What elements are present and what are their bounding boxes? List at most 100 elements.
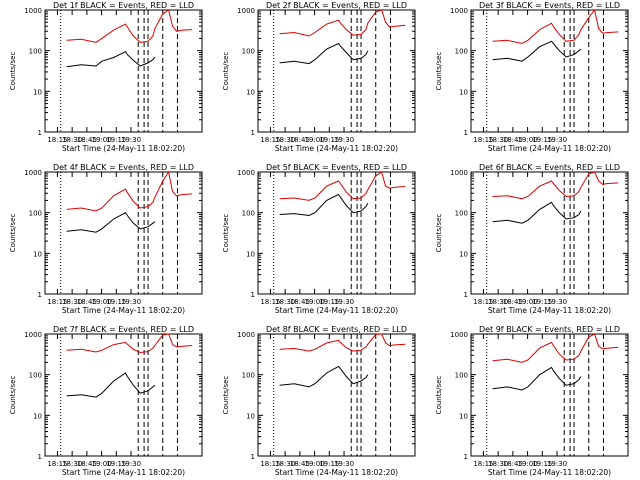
y-tick-label: 1 (38, 291, 42, 299)
plot-frame (257, 9, 416, 133)
x-tick-label: 18:30 (275, 460, 295, 468)
x-tick-label: 19:15 (106, 136, 126, 144)
x-axis-label: Start Time (24-May-11 18:02:20) (488, 306, 611, 315)
y-tick-label: 100 (455, 372, 468, 380)
x-tick-label: 19:00 (304, 136, 324, 144)
y-tick-label: 100 (29, 372, 42, 380)
y-tick-label: 1000 (237, 7, 255, 15)
x-tick-label: 18:45 (77, 136, 97, 144)
panel-title: Det 9f BLACK = Events, RED = LLD (479, 325, 620, 334)
y-tick-label: 10 (459, 88, 468, 96)
y-axis-label: Counts/sec (222, 214, 230, 253)
plot-frame (470, 333, 629, 457)
events-series-line (279, 193, 369, 217)
events-series-line (279, 365, 369, 388)
x-tick-label: 19:00 (517, 298, 537, 306)
y-tick-label: 1 (464, 453, 468, 461)
x-tick-label: 19:00 (91, 460, 111, 468)
y-tick-label: 100 (242, 210, 255, 218)
y-tick-label: 10 (246, 88, 255, 96)
x-axis-label: Start Time (24-May-11 18:02:20) (62, 468, 185, 477)
events-series-line (492, 201, 582, 224)
x-tick-label: 19:15 (106, 298, 126, 306)
y-tick-label: 1000 (24, 7, 42, 15)
x-axis-label: Start Time (24-May-11 18:02:20) (62, 306, 185, 315)
x-tick-label: 18:15 (47, 136, 67, 144)
x-tick-label: 18:45 (290, 136, 310, 144)
y-tick-label: 100 (29, 48, 42, 56)
events-series-line (492, 40, 582, 62)
lld-series-line (492, 171, 619, 200)
y-axis-label: Counts/sec (9, 376, 17, 415)
x-tick-label: 19:30 (334, 298, 354, 306)
y-axis-label: Counts/sec (9, 52, 17, 91)
y-tick-label: 1 (464, 291, 468, 299)
x-tick-label: 18:15 (473, 460, 493, 468)
lld-series-line (279, 171, 406, 201)
x-tick-label: 19:15 (319, 136, 339, 144)
y-tick-label: 100 (455, 210, 468, 218)
panel-title: Det 3f BLACK = Events, RED = LLD (479, 1, 620, 10)
x-axis-label: Start Time (24-May-11 18:02:20) (275, 306, 398, 315)
x-tick-label: 19:30 (121, 136, 141, 144)
events-series-line (492, 366, 582, 391)
x-tick-label: 19:00 (91, 298, 111, 306)
x-tick-label: 19:15 (319, 460, 339, 468)
y-tick-label: 10 (246, 412, 255, 420)
x-tick-label: 18:30 (62, 298, 82, 306)
y-tick-label: 100 (455, 48, 468, 56)
x-tick-label: 18:45 (290, 298, 310, 306)
x-tick-label: 19:30 (334, 136, 354, 144)
events-series-line (66, 212, 156, 233)
plot-frame (470, 9, 629, 133)
panel-title: Det 7f BLACK = Events, RED = LLD (53, 325, 194, 334)
y-tick-label: 10 (459, 412, 468, 420)
x-axis-label: Start Time (24-May-11 18:02:20) (488, 144, 611, 153)
x-tick-label: 18:15 (260, 460, 280, 468)
x-tick-label: 19:30 (121, 460, 141, 468)
x-axis-label: Start Time (24-May-11 18:02:20) (62, 144, 185, 153)
x-tick-label: 19:15 (319, 298, 339, 306)
lld-series-line (66, 9, 193, 43)
y-axis-label: Counts/sec (435, 52, 443, 91)
x-tick-label: 19:15 (532, 460, 552, 468)
y-tick-label: 1 (251, 129, 255, 137)
panel-det-4: Det 4f BLACK = Events, RED = LLD 1 10 100 10… (9, 163, 203, 315)
y-axis-label: Counts/sec (222, 52, 230, 91)
panel-det-9: Det 9f BLACK = Events, RED = LLD 1 10 100 10… (435, 325, 629, 477)
x-axis-label: Start Time (24-May-11 18:02:20) (275, 468, 398, 477)
x-tick-label: 18:30 (488, 298, 508, 306)
y-tick-label: 1000 (237, 331, 255, 339)
lld-series-line (66, 170, 193, 212)
lld-series-line (492, 8, 619, 45)
x-tick-label: 18:30 (275, 298, 295, 306)
events-series-line (279, 42, 369, 65)
x-tick-label: 18:15 (47, 298, 67, 306)
y-tick-label: 10 (33, 250, 42, 258)
plot-frame (257, 171, 416, 295)
y-tick-label: 1000 (24, 331, 42, 339)
panel-title: Det 1f BLACK = Events, RED = LLD (53, 1, 194, 10)
x-tick-label: 18:15 (47, 460, 67, 468)
x-tick-label: 18:45 (77, 460, 97, 468)
y-tick-label: 1 (38, 129, 42, 137)
y-tick-label: 1 (251, 453, 255, 461)
lld-series-line (66, 333, 193, 354)
x-tick-label: 19:00 (517, 460, 537, 468)
plot-frame (44, 171, 203, 295)
y-tick-label: 10 (459, 250, 468, 258)
y-tick-label: 1000 (237, 169, 255, 177)
events-series-line (66, 50, 156, 68)
x-tick-label: 18:30 (488, 460, 508, 468)
x-tick-label: 18:30 (62, 460, 82, 468)
panel-det-1: Det 1f BLACK = Events, RED = LLD 1 10 100 10… (9, 1, 203, 153)
x-tick-label: 18:15 (260, 136, 280, 144)
panel-det-2: Det 2f BLACK = Events, RED = LLD 1 10 100 10… (222, 1, 416, 153)
y-axis-label: Counts/sec (222, 376, 230, 415)
plot-frame (257, 333, 416, 457)
x-tick-label: 19:30 (547, 298, 567, 306)
y-axis-label: Counts/sec (435, 376, 443, 415)
x-tick-label: 18:45 (77, 298, 97, 306)
plot-frame (44, 333, 203, 457)
